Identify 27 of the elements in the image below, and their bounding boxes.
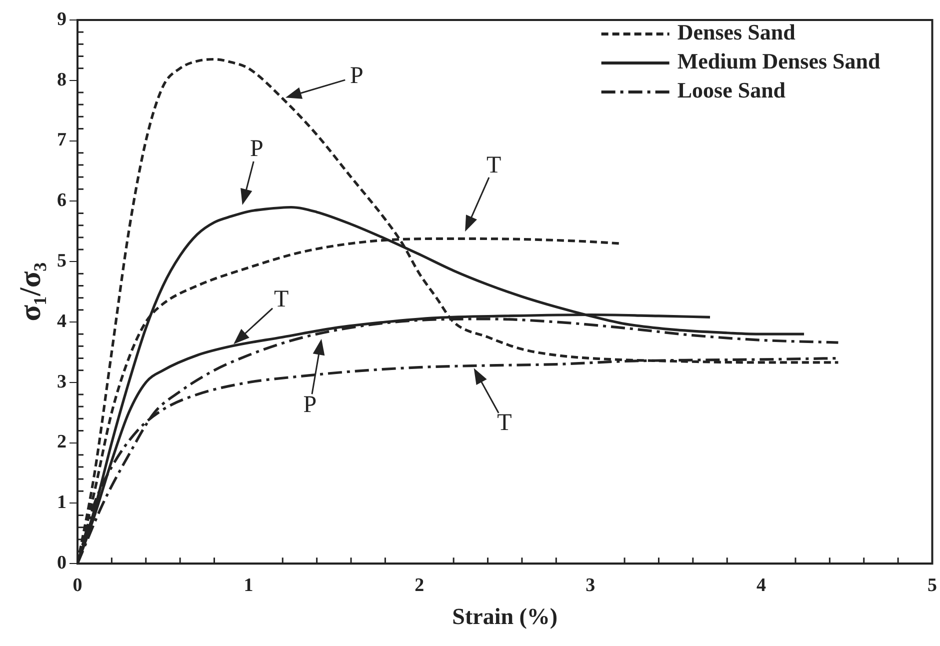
- x-axis-title: Strain (%): [452, 604, 558, 630]
- x-tick-label: 4: [756, 574, 767, 596]
- legend-label: Medium Denses Sand: [677, 48, 880, 74]
- y-axis-title: σ₁/σ₃: [14, 262, 47, 322]
- y-tick-label: 6: [57, 190, 66, 212]
- x-tick-label: 5: [928, 574, 937, 596]
- y-tick-label: 4: [57, 310, 67, 332]
- y-tick-label: 9: [57, 8, 66, 30]
- y-tick-label: 0: [57, 552, 66, 574]
- y-tick-label: 5: [57, 250, 66, 272]
- annotation: P: [303, 392, 317, 418]
- annotation: T: [274, 286, 290, 312]
- x-tick-label: 1: [244, 574, 254, 596]
- legend-label: Denses Sand: [677, 20, 796, 45]
- y-tick-label: 2: [57, 432, 66, 453]
- x-tick-label: 2: [414, 574, 424, 596]
- y-tick-label: 8: [57, 69, 66, 90]
- annotation: T: [486, 152, 502, 179]
- x-tick-label: 3: [586, 574, 596, 596]
- annotation: P: [250, 136, 264, 162]
- y-tick-label: 7: [57, 130, 67, 151]
- annotation: T: [497, 410, 512, 436]
- x-tick-label: 0: [72, 574, 82, 596]
- annotation: P: [350, 62, 364, 89]
- y-tick-label: 1: [57, 492, 66, 514]
- legend-label: Loose Sand: [677, 78, 786, 103]
- y-tick-label: 3: [57, 371, 66, 392]
